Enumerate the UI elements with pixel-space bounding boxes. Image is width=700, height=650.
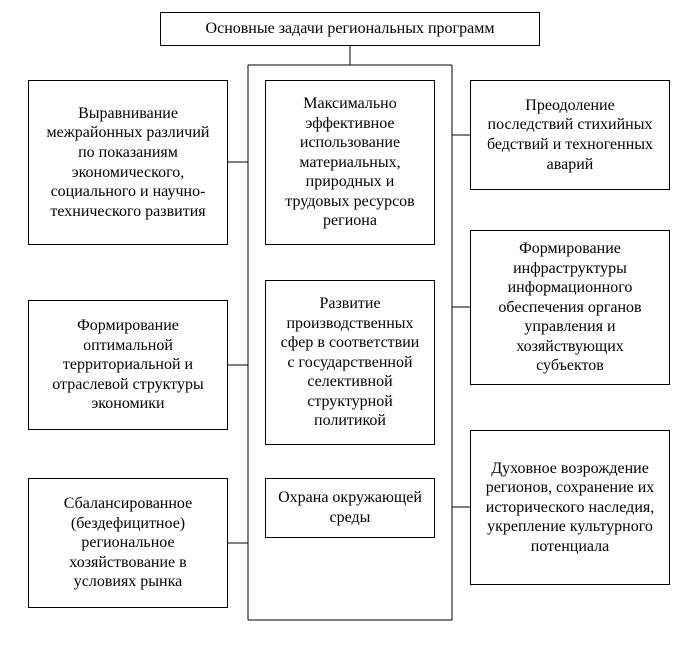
node-right-2: Формирование инфраструктуры информационн… bbox=[470, 230, 670, 385]
node-mid-2-text: Развитие производственных сфер в соответ… bbox=[276, 294, 424, 431]
node-left-1: Выравнивание межрайонных различий по пок… bbox=[28, 80, 228, 245]
node-mid-2: Развитие производственных сфер в соответ… bbox=[265, 280, 435, 445]
diagram-stage: Основные задачи региональных программ Вы… bbox=[0, 0, 700, 650]
node-left-2: Формирование оптимальной территориальной… bbox=[28, 300, 228, 430]
node-left-3: Сбалансированное (бездефицитное) региона… bbox=[28, 478, 228, 608]
node-mid-1: Максимально эффективное использование ма… bbox=[265, 80, 435, 245]
node-mid-3: Охрана окружающей среды bbox=[265, 478, 435, 538]
node-left-2-text: Формирование оптимальной территориальной… bbox=[39, 316, 217, 414]
node-right-3: Духовное возрождение регионов, сохранени… bbox=[470, 430, 670, 585]
title-text: Основные задачи региональных программ bbox=[206, 19, 495, 39]
node-right-1-text: Преодоление последствий стихийных бедств… bbox=[481, 96, 659, 174]
node-right-2-text: Формирование инфраструктуры информационн… bbox=[481, 239, 659, 376]
node-mid-3-text: Охрана окружающей среды bbox=[276, 488, 424, 527]
title-box: Основные задачи региональных программ bbox=[160, 12, 540, 46]
node-left-3-text: Сбалансированное (бездефицитное) региона… bbox=[39, 494, 217, 592]
node-mid-1-text: Максимально эффективное использование ма… bbox=[276, 94, 424, 231]
node-right-1: Преодоление последствий стихийных бедств… bbox=[470, 80, 670, 190]
node-left-1-text: Выравнивание межрайонных различий по пок… bbox=[39, 104, 217, 221]
node-right-3-text: Духовное возрождение регионов, сохранени… bbox=[481, 459, 659, 557]
